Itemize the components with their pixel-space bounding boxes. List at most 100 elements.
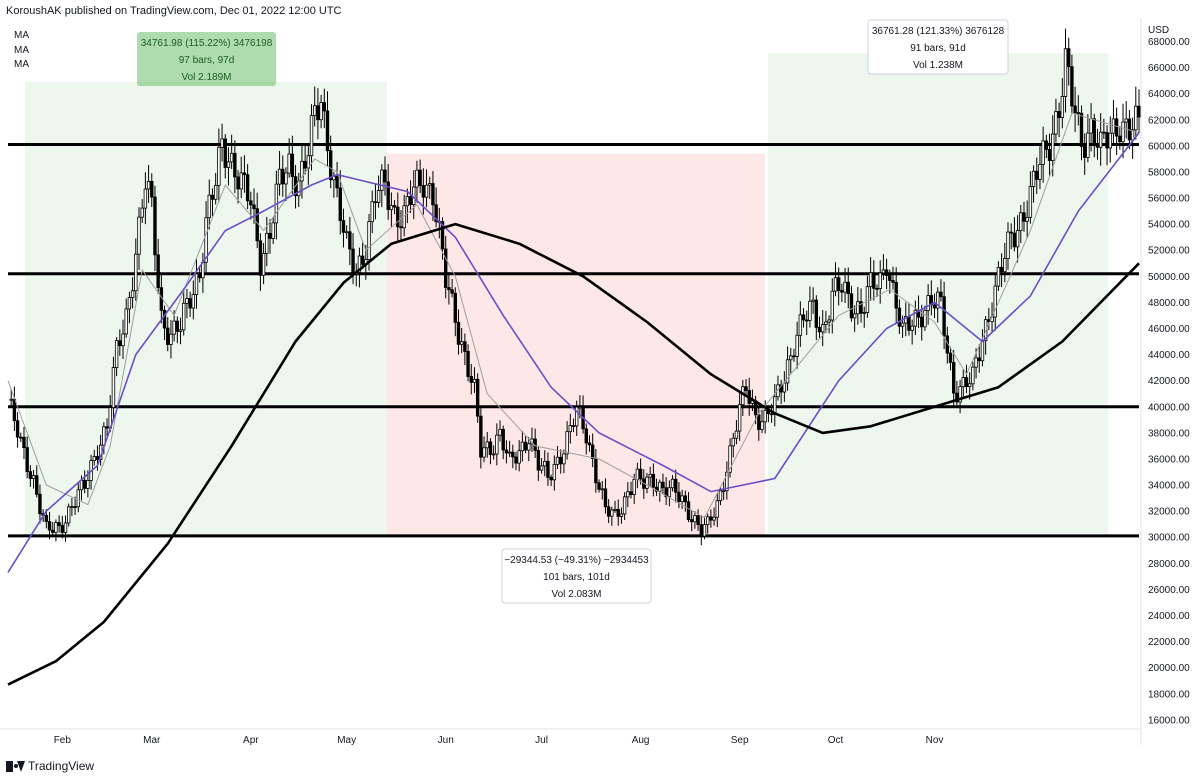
candle-body <box>114 340 119 369</box>
candle-body <box>836 277 841 291</box>
candle-body <box>757 414 761 430</box>
candle-body <box>936 291 940 309</box>
candle-body <box>118 340 122 347</box>
x-tick-label: Apr <box>243 735 259 746</box>
candle-body <box>913 309 918 327</box>
candle-body <box>801 314 806 321</box>
candle-body <box>245 174 250 202</box>
candle-body <box>31 475 36 479</box>
y-tick-label: 68000.00 <box>1148 37 1190 48</box>
candle-body <box>309 115 314 157</box>
range-info-line: −29344.53 (−49.31%) −2934453 <box>504 555 649 566</box>
candle-body <box>721 490 726 493</box>
candle-body <box>821 324 825 333</box>
candle-body <box>606 506 611 517</box>
candle-body <box>1022 212 1026 222</box>
indicator-ma-3[interactable]: MA <box>14 59 29 70</box>
candle-body <box>386 181 390 210</box>
candle-body <box>830 290 834 321</box>
candle-body <box>859 301 863 314</box>
candle-body <box>488 441 493 455</box>
candle-body <box>466 351 470 377</box>
candle-body <box>523 441 528 451</box>
candle-body <box>1047 149 1052 161</box>
candle-body <box>495 434 499 455</box>
candle-body <box>415 169 419 188</box>
indicator-ma-1[interactable]: MA <box>14 30 29 41</box>
candle-body <box>798 314 803 336</box>
candle-body <box>249 200 253 206</box>
candle-body <box>734 430 739 439</box>
candle-body <box>82 479 87 489</box>
candle-body <box>408 196 413 205</box>
candle-body <box>584 428 588 444</box>
candle-body <box>728 445 732 473</box>
candle-body <box>463 341 467 352</box>
candle-body <box>236 176 240 190</box>
candle-body <box>1089 118 1093 134</box>
y-tick-label: 50000.00 <box>1148 272 1190 283</box>
range-info-line: 36761.28 (121.33%) 3676128 <box>872 26 1005 37</box>
candle-body <box>47 521 52 531</box>
candle-body <box>479 415 483 458</box>
candle-body <box>1102 131 1106 134</box>
candle-body <box>1012 232 1017 248</box>
candle-body <box>239 172 243 190</box>
candle-body <box>951 362 956 394</box>
candle-body <box>169 333 173 345</box>
candle-body <box>319 102 323 121</box>
candle-body <box>28 471 33 479</box>
candle-body <box>843 281 847 293</box>
candle-body <box>328 150 333 181</box>
footer-brand[interactable]: TradingView <box>6 759 94 773</box>
candle-body <box>779 384 783 393</box>
candle-body <box>789 355 793 361</box>
candle-body <box>677 491 681 502</box>
candle-body <box>1028 186 1033 218</box>
candle-body <box>1073 105 1077 114</box>
candle-body <box>376 190 381 203</box>
candle-body <box>453 292 457 323</box>
candle-body <box>67 506 71 524</box>
candle-body <box>667 487 672 498</box>
candle-body <box>418 169 422 187</box>
range-info-line: Vol 2.083M <box>551 589 601 600</box>
candle-body <box>782 382 787 393</box>
candle-body <box>674 478 678 493</box>
candle-body <box>22 436 26 449</box>
candle-body <box>645 476 649 489</box>
candle-body <box>1076 112 1080 115</box>
candle-body <box>475 378 480 417</box>
candle-body <box>705 516 710 525</box>
candle-body <box>833 277 838 292</box>
candle-body <box>622 496 627 515</box>
candle-body <box>76 489 80 508</box>
candle-body <box>811 299 815 302</box>
moving-average-1 <box>7 112 1140 519</box>
candle-body <box>178 329 183 332</box>
candle-body <box>1118 135 1122 143</box>
y-tick-label: 62000.00 <box>1148 115 1190 126</box>
candle-body <box>431 183 435 206</box>
candle-body <box>1137 105 1141 118</box>
y-tick-label: 46000.00 <box>1148 324 1190 335</box>
candle-body <box>763 409 767 423</box>
candle-body <box>846 281 850 295</box>
candle-body <box>191 294 196 309</box>
indicator-ma-2[interactable]: MA <box>14 44 29 56</box>
candle-body <box>389 205 394 210</box>
candle-body <box>897 307 902 327</box>
candle-body <box>1063 48 1068 97</box>
candle-body <box>590 444 595 459</box>
x-tick-label: May <box>337 735 356 746</box>
candle-body <box>220 138 224 148</box>
y-tick-label: 28000.00 <box>1148 559 1190 570</box>
candle-body <box>955 392 959 403</box>
candle-body <box>86 480 90 489</box>
candle-body <box>862 312 866 314</box>
y-tick-label: 58000.00 <box>1148 167 1190 178</box>
candle-body <box>1114 118 1119 137</box>
candle-body <box>527 443 531 451</box>
candle-body <box>808 300 812 321</box>
